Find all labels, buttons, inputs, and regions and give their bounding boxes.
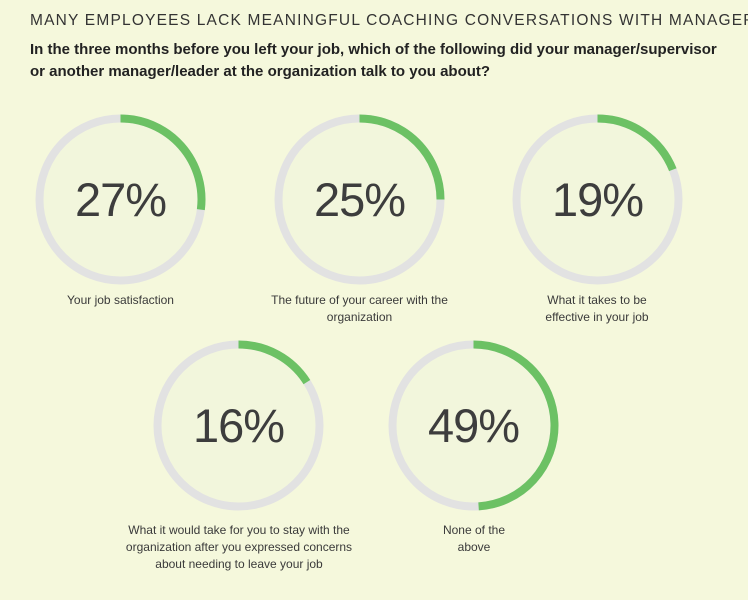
ring-value-arc (120, 114, 206, 211)
ring-center (161, 348, 316, 503)
survey-question: In the three months before you left your… (30, 41, 717, 80)
percentage-value: 16% (192, 399, 285, 452)
ring-center (520, 122, 675, 277)
ring-value-arc (597, 114, 677, 172)
category-label: What it takes to be effective in your jo… (545, 293, 649, 324)
category-label: Your job satisfaction (67, 293, 174, 307)
ring-center (282, 122, 437, 277)
donut-ring (388, 340, 559, 511)
percentage-value: 27% (74, 173, 167, 226)
percentage-value: 49% (427, 399, 520, 452)
category-label: What it would take for you to stay with … (125, 523, 353, 571)
category-label: None of the above (442, 523, 506, 554)
donut-ring (153, 340, 324, 511)
percentage-value: 19% (551, 173, 644, 226)
ring-center (396, 348, 551, 503)
donut-ring (512, 114, 683, 285)
donut-ring (274, 114, 445, 285)
category-label: The future of your career with the organ… (271, 293, 448, 324)
ring-value-arc (359, 114, 445, 200)
donut-ring (35, 114, 206, 285)
ring-value-arc (473, 340, 559, 511)
chart-title: MANY EMPLOYEES LACK MEANINGFUL COACHING … (30, 12, 748, 29)
ring-center (43, 122, 198, 277)
percentage-value: 25% (313, 173, 406, 226)
ring-value-arc (238, 340, 311, 385)
